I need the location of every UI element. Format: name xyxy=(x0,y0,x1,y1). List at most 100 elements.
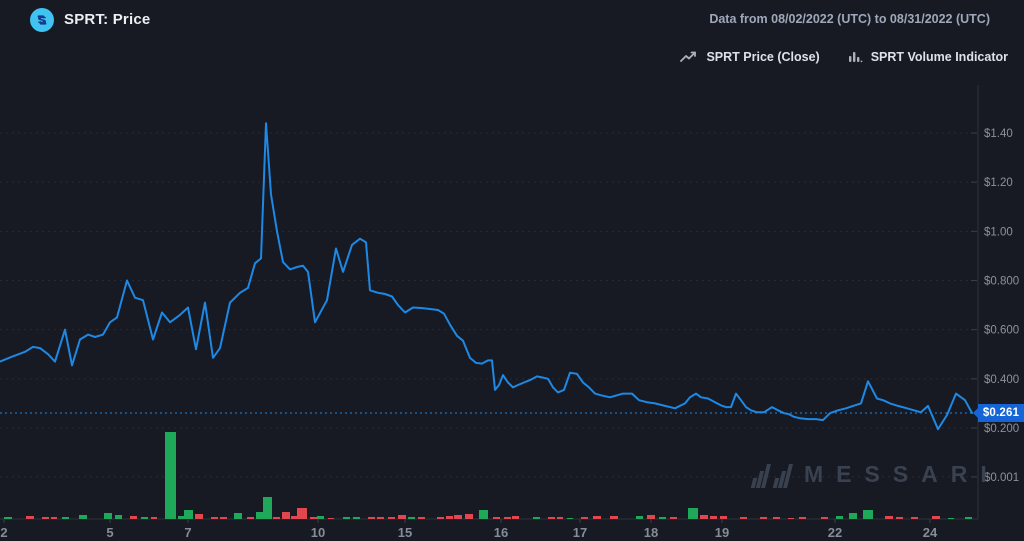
volume-bar xyxy=(195,514,203,519)
volume-bar xyxy=(581,517,588,519)
volume-bar xyxy=(493,517,500,519)
volume-bar xyxy=(104,513,112,519)
legend-item-price[interactable]: SPRT Price (Close) xyxy=(680,50,820,64)
volume-bar xyxy=(437,517,444,519)
volume-bar xyxy=(317,516,324,519)
volume-bar xyxy=(282,512,290,519)
y-tick-label: $1.00 xyxy=(984,226,1013,238)
y-tick-label: $0.600 xyxy=(984,325,1019,337)
volume-bar xyxy=(948,518,954,519)
legend-item-volume[interactable]: SPRT Volume Indicator xyxy=(848,50,1008,64)
x-tick-label: 10 xyxy=(311,525,325,540)
volume-bar xyxy=(408,517,415,519)
volume-bar xyxy=(740,517,747,519)
volume-bar xyxy=(932,516,940,519)
volume-bar xyxy=(234,513,242,519)
volume-bar xyxy=(760,517,767,519)
x-tick-label: 5 xyxy=(106,525,113,540)
volume-bar xyxy=(178,516,184,519)
volume-bar xyxy=(788,518,794,519)
volume-bar xyxy=(211,517,218,519)
x-tick-label: 15 xyxy=(398,525,412,540)
page-title: SPRT: Price xyxy=(64,11,151,28)
volume-bar xyxy=(62,517,69,519)
y-tick-label: $0.200 xyxy=(984,423,1019,435)
volume-bar xyxy=(4,517,12,519)
bar-series-icon xyxy=(848,52,863,63)
volume-bar xyxy=(512,516,519,519)
volume-bar xyxy=(328,518,334,519)
volume-bar xyxy=(141,517,148,519)
current-price-value: $0.261 xyxy=(982,407,1020,419)
volume-bar xyxy=(688,508,698,519)
y-tick-label: $0.800 xyxy=(984,275,1019,287)
chart-legend: SPRT Price (Close) SPRT Volume Indicator xyxy=(680,50,1008,64)
volume-bar xyxy=(720,516,727,519)
volume-bar xyxy=(353,517,360,519)
volume-bar xyxy=(151,517,157,519)
volume-bar xyxy=(479,510,488,519)
volume-bar xyxy=(799,517,806,519)
volume-bar xyxy=(368,517,375,519)
y-tick-label: $1.40 xyxy=(984,128,1013,140)
x-tick-label: 7 xyxy=(184,525,191,540)
date-range-label: Data from 08/02/2022 (UTC) to 08/31/2022… xyxy=(709,12,990,26)
volume-bar xyxy=(911,517,918,519)
volume-bar xyxy=(557,517,563,519)
volume-bar xyxy=(184,510,193,519)
x-tick-label: 19 xyxy=(715,525,729,540)
volume-bar xyxy=(647,515,655,519)
volume-bar xyxy=(965,517,972,519)
volume-bar xyxy=(533,517,540,519)
volume-bar xyxy=(115,515,122,519)
volume-bar xyxy=(465,514,473,519)
volume-bar xyxy=(773,517,780,519)
y-tick-label: $1.20 xyxy=(984,177,1013,189)
volume-bar xyxy=(273,517,280,519)
x-tick-label: 18 xyxy=(644,525,658,540)
volume-bar xyxy=(659,517,666,519)
volume-bar xyxy=(26,516,34,519)
y-tick-label: $0.001 xyxy=(984,472,1019,484)
volume-bar xyxy=(636,516,643,519)
volume-bar xyxy=(256,512,263,519)
volume-bar xyxy=(51,517,57,519)
volume-bar xyxy=(79,515,87,519)
volume-bar xyxy=(593,516,601,519)
volume-bar xyxy=(700,515,708,519)
x-tick-label: 24 xyxy=(923,525,938,540)
volume-bar xyxy=(454,515,462,519)
current-price-tag: $0.261 xyxy=(973,404,1024,422)
volume-bar xyxy=(165,432,176,519)
volume-bar xyxy=(42,517,49,519)
volume-bar xyxy=(398,515,406,519)
volume-bar xyxy=(377,517,384,519)
x-tick-label: 2 xyxy=(0,525,7,540)
volume-bar xyxy=(885,516,893,519)
volume-bar xyxy=(220,517,227,519)
volume-bar xyxy=(263,497,272,519)
x-tick-label: 17 xyxy=(573,525,587,540)
x-tick-label: 16 xyxy=(494,525,508,540)
line-series-icon xyxy=(680,51,697,62)
volume-bar xyxy=(297,508,307,519)
volume-bar xyxy=(310,517,317,519)
volume-bar xyxy=(418,517,425,519)
volume-bar xyxy=(446,516,453,519)
volume-bar xyxy=(849,513,857,519)
volume-bar xyxy=(548,517,555,519)
volume-bar xyxy=(388,517,395,519)
legend-price-label: SPRT Price (Close) xyxy=(706,50,820,64)
volume-bar xyxy=(130,516,137,519)
volume-bar xyxy=(343,517,350,519)
volume-bar xyxy=(863,510,873,519)
volume-bar xyxy=(291,516,297,519)
volume-bar xyxy=(836,516,843,519)
volume-bar xyxy=(610,516,618,519)
sprt-s-glyph xyxy=(37,15,47,25)
volume-bar xyxy=(567,518,573,519)
volume-bar xyxy=(247,517,254,519)
volume-bar xyxy=(670,517,677,519)
